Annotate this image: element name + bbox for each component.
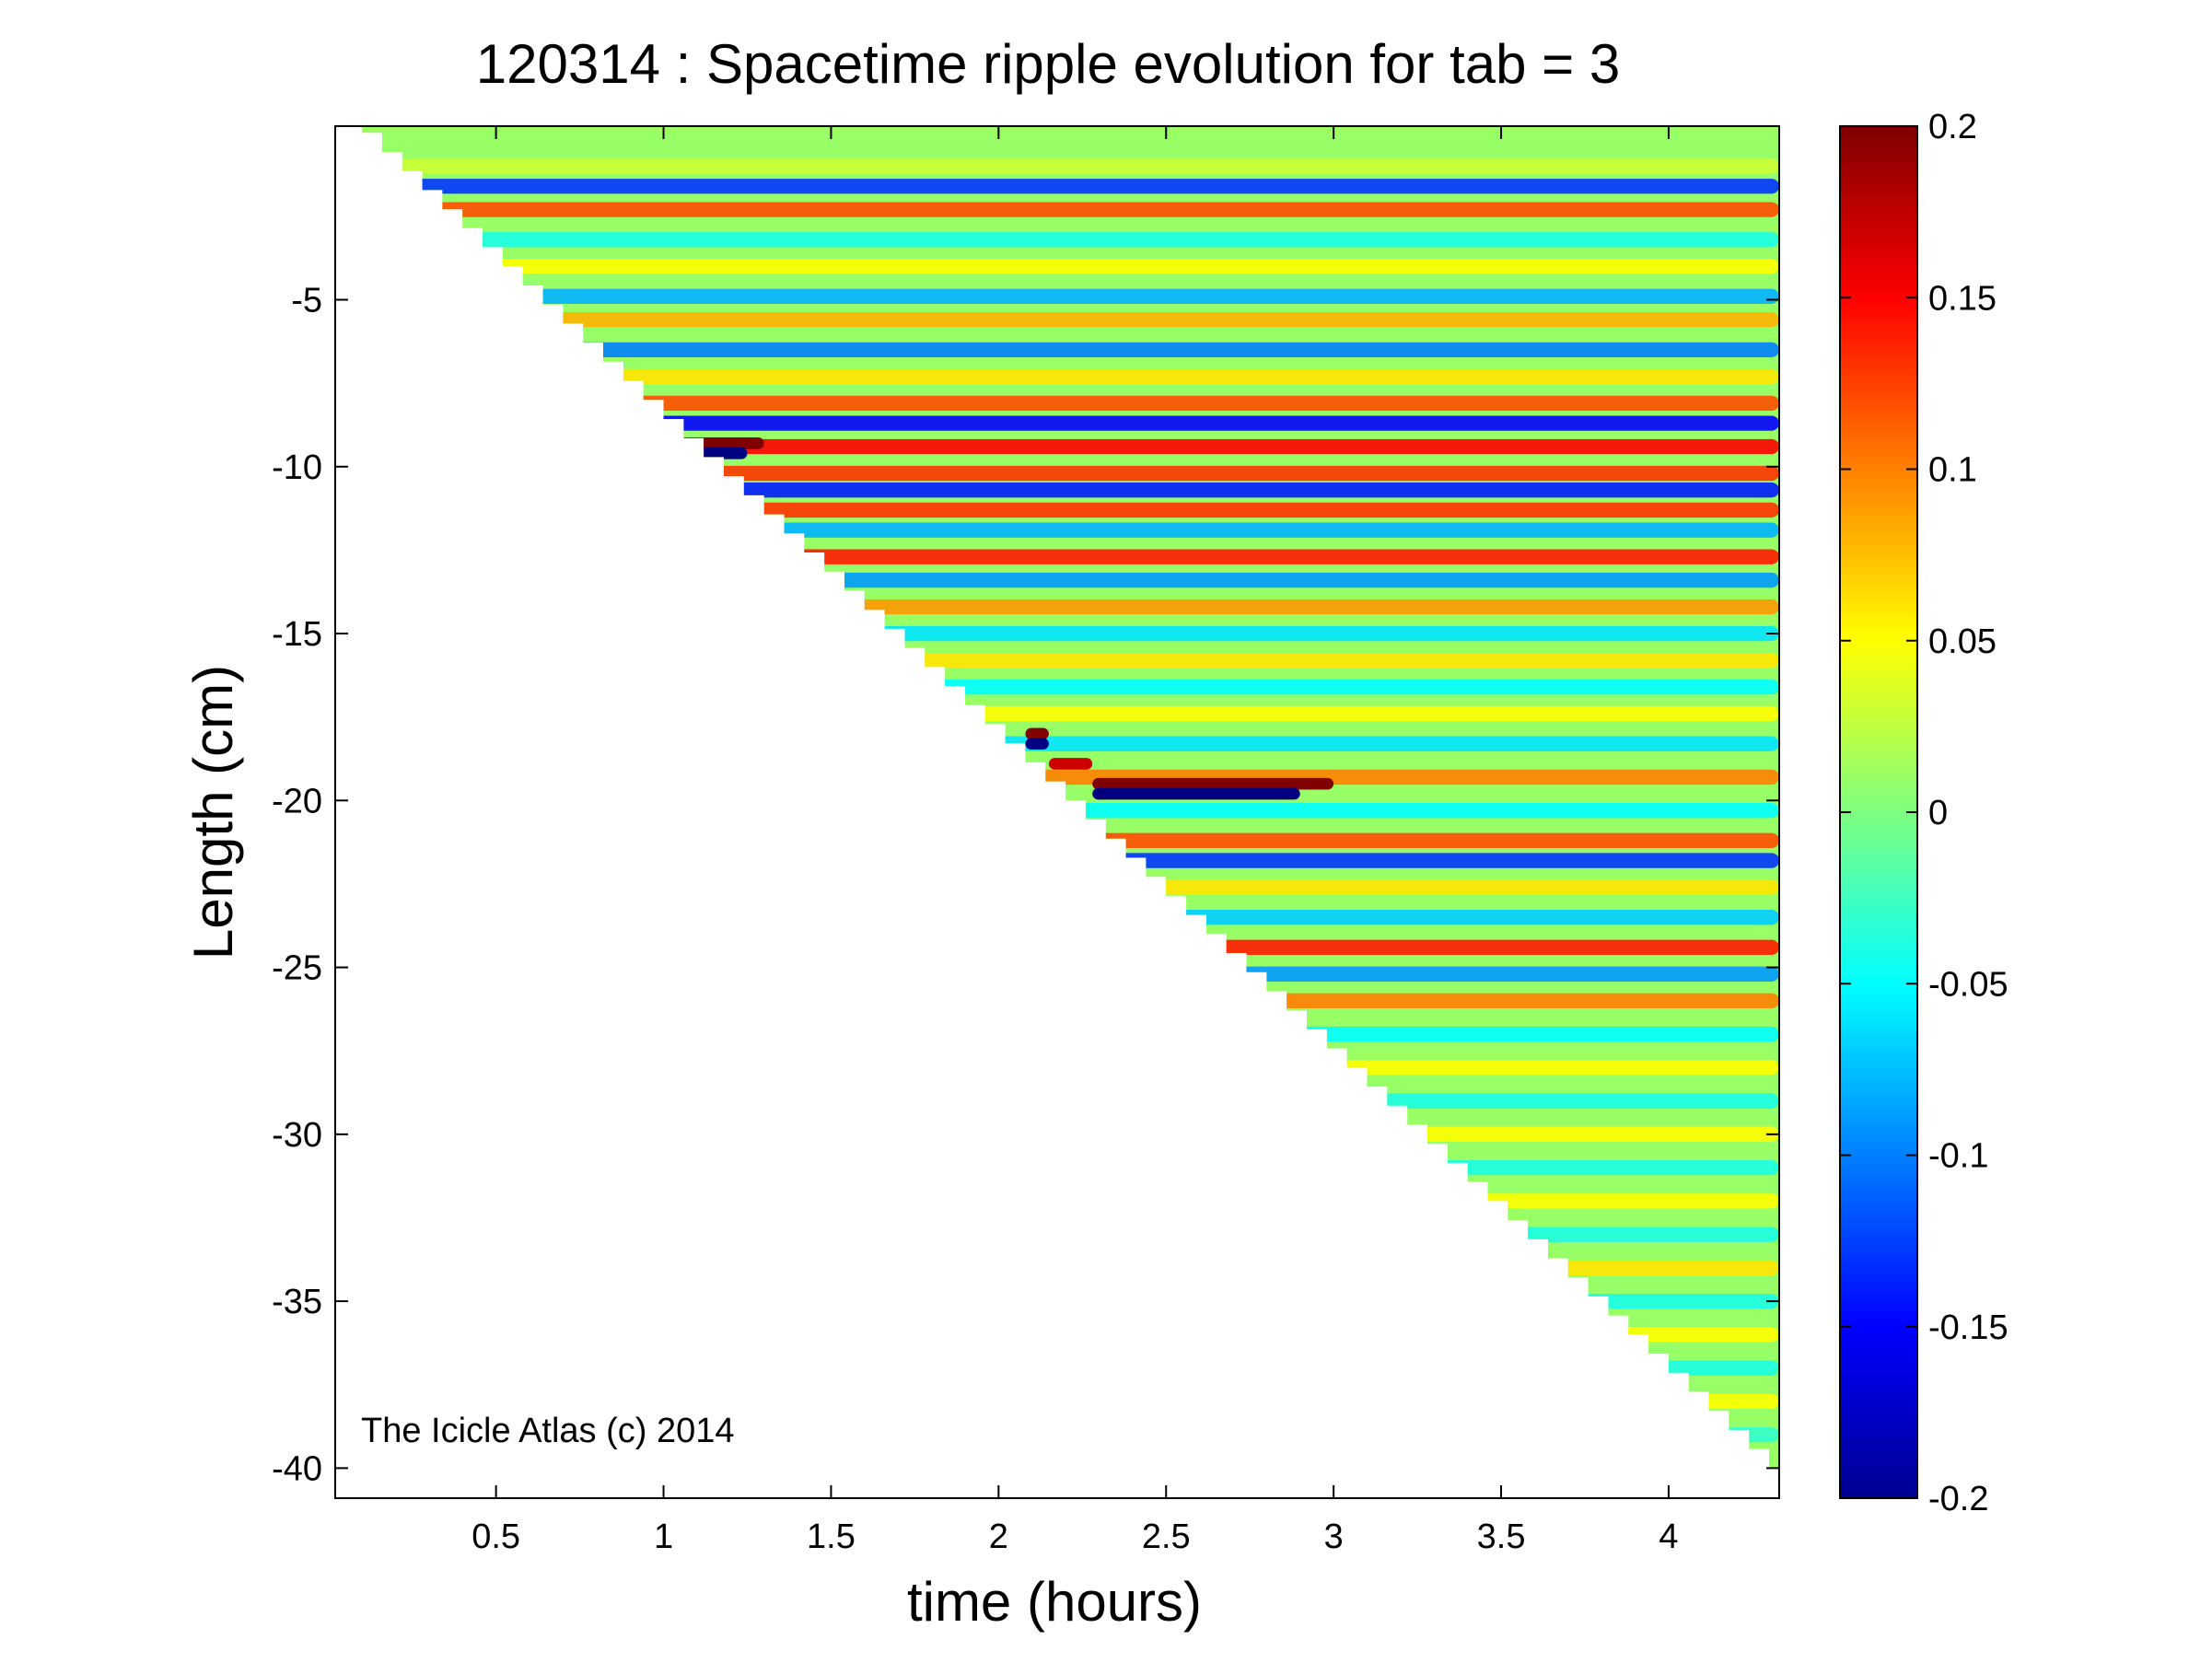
ripple-band-0 bbox=[362, 158, 1779, 174]
y-tick-label: -40 bbox=[272, 1449, 322, 1488]
plot-area bbox=[335, 126, 1779, 1498]
ripple-feature-5 bbox=[1092, 777, 1334, 790]
ripple-feature-2 bbox=[1025, 727, 1049, 740]
x-tick-label: 3 bbox=[1324, 1518, 1344, 1556]
plot-frame bbox=[334, 125, 1780, 1499]
chart-title: 120314 : Spacetime ripple evolution for … bbox=[476, 33, 1620, 95]
y-tick-label: -30 bbox=[272, 1116, 322, 1155]
ripple-band-10 bbox=[362, 415, 1779, 431]
x-tick-label: 3.5 bbox=[1477, 1518, 1526, 1556]
ripple-band-5 bbox=[362, 288, 1779, 305]
y-axis-ticks: -5 -10 -15 -20 -25 -30 -35 -40 bbox=[272, 282, 1779, 1488]
colorbar-tick-label: -0.1 bbox=[1928, 1137, 1988, 1176]
ripple-band-1 bbox=[362, 179, 1779, 194]
x-axis-ticks: 0.5 1 1.5 2 2.5 3 3.5 4 bbox=[472, 126, 1679, 1556]
y-tick-label: -15 bbox=[272, 615, 322, 654]
x-tick-label: 1 bbox=[654, 1518, 673, 1556]
y-tick-label: -5 bbox=[291, 282, 322, 320]
colorbar-tick-label: 0.15 bbox=[1928, 279, 1997, 318]
x-tick-label: 2.5 bbox=[1142, 1518, 1191, 1556]
ripple-band-7 bbox=[362, 342, 1779, 358]
ripple-feature-6 bbox=[1092, 787, 1300, 800]
y-tick-label: -20 bbox=[272, 782, 322, 820]
colorbar-tick-label: -0.15 bbox=[1928, 1308, 2008, 1347]
y-tick-label: -35 bbox=[272, 1283, 322, 1321]
ripple-feature-4 bbox=[1048, 758, 1093, 770]
colorbar-tick-label: 0.2 bbox=[1928, 108, 1977, 146]
colorbar-ticks: 0.2 0.15 0.1 0.05 0 -0.05 -0.1 -0.15 -0.2 bbox=[1840, 108, 2008, 1518]
x-axis-label: time (hours) bbox=[907, 1571, 1202, 1633]
ripple-band-9 bbox=[362, 395, 1779, 412]
x-tick-label: 1.5 bbox=[807, 1518, 856, 1556]
colorbar-gradient bbox=[1840, 126, 1917, 1498]
ripple-band-2 bbox=[362, 202, 1779, 217]
x-tick-label: 2 bbox=[989, 1518, 1008, 1556]
ripple-band-3 bbox=[362, 232, 1779, 248]
y-axis-label: Length (cm) bbox=[182, 665, 244, 959]
ripple-feature-3 bbox=[1025, 738, 1049, 750]
colorbar-tick-label: 0 bbox=[1928, 794, 1948, 832]
y-tick-label: -25 bbox=[272, 949, 322, 988]
colorbar-tick-label: 0.1 bbox=[1928, 451, 1977, 490]
y-tick-label: -10 bbox=[272, 448, 322, 487]
colorbar: 0.2 0.15 0.1 0.05 0 -0.05 -0.1 -0.15 -0.2 bbox=[1839, 108, 2008, 1518]
colorbar-tick-label: -0.2 bbox=[1928, 1480, 1988, 1518]
x-tick-label: 4 bbox=[1659, 1518, 1678, 1556]
ripple-band-4 bbox=[362, 259, 1779, 274]
copyright-annotation: The Icicle Atlas (c) 2014 bbox=[361, 1412, 735, 1450]
ripple-band-8 bbox=[362, 368, 1779, 385]
ripple-band-6 bbox=[362, 312, 1779, 328]
x-tick-label: 0.5 bbox=[472, 1518, 520, 1556]
colorbar-tick-label: -0.05 bbox=[1928, 965, 2008, 1004]
colorbar-tick-label: 0.05 bbox=[1928, 622, 1997, 661]
